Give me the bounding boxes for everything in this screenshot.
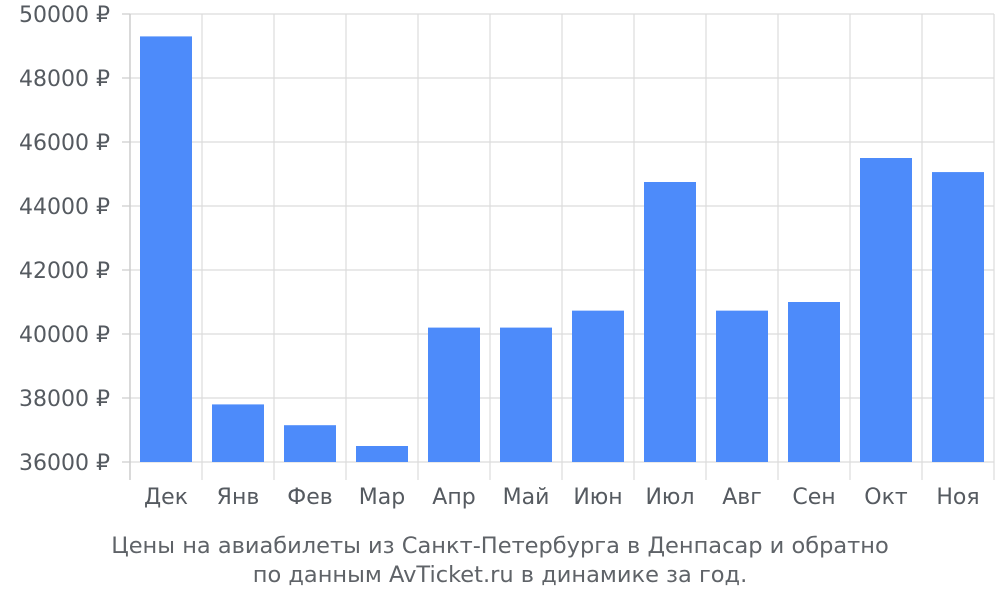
x-tick-label: Сен bbox=[792, 485, 835, 510]
y-tick-label: 38000 ₽ bbox=[19, 387, 110, 412]
y-tick-label: 44000 ₽ bbox=[19, 195, 110, 220]
bar-Дек bbox=[140, 36, 192, 462]
bar-Июл bbox=[644, 182, 696, 462]
y-tick-label: 40000 ₽ bbox=[19, 323, 110, 348]
x-tick-label: Фев bbox=[287, 485, 332, 510]
bar-Ноя bbox=[932, 172, 984, 462]
x-tick-label: Окт bbox=[864, 485, 908, 510]
bar-chart: 36000 ₽ 38000 ₽ 40000 ₽ 42000 ₽ 44000 ₽ 46000… bbox=[0, 0, 1000, 530]
bar-Сен bbox=[788, 302, 840, 462]
y-axis-labels: 36000 ₽ 38000 ₽ 40000 ₽ 42000 ₽ 44000 ₽ 46000… bbox=[19, 3, 110, 476]
x-tick-label: Май bbox=[503, 485, 550, 510]
chart-caption: Цены на авиабилеты из Санкт-Петербурга в… bbox=[0, 532, 1000, 590]
bar-Окт bbox=[860, 158, 912, 462]
bar-Июн bbox=[572, 311, 624, 462]
x-tick-label: Апр bbox=[432, 485, 475, 510]
caption-line-1: Цены на авиабилеты из Санкт-Петербурга в… bbox=[0, 532, 1000, 561]
y-tick-label: 50000 ₽ bbox=[19, 3, 110, 28]
x-tick-label: Июл bbox=[645, 485, 694, 510]
y-tick-label: 36000 ₽ bbox=[19, 451, 110, 476]
bar-Янв bbox=[212, 404, 264, 462]
bar-Май bbox=[500, 328, 552, 462]
y-tick-label: 48000 ₽ bbox=[19, 67, 110, 92]
bar-Авг bbox=[716, 311, 768, 462]
x-tick-label: Ноя bbox=[936, 485, 979, 510]
caption-line-2: по данным AvTicket.ru в динамике за год. bbox=[0, 561, 1000, 590]
y-tick-label: 42000 ₽ bbox=[19, 259, 110, 284]
x-tick-label: Мар bbox=[359, 485, 405, 510]
x-tick-label: Авг bbox=[722, 485, 762, 510]
bar-Мар bbox=[356, 446, 408, 462]
x-tick-label: Янв bbox=[217, 485, 260, 510]
x-tick-label: Июн bbox=[573, 485, 622, 510]
y-tick-label: 46000 ₽ bbox=[19, 131, 110, 156]
bar-Апр bbox=[428, 328, 480, 462]
bar-Фев bbox=[284, 425, 336, 462]
x-tick-label: Дек bbox=[144, 485, 188, 510]
x-axis-labels: Дек Янв Фев Мар Апр Май Июн Июл Авг Сен Окт Ноя bbox=[144, 485, 980, 510]
